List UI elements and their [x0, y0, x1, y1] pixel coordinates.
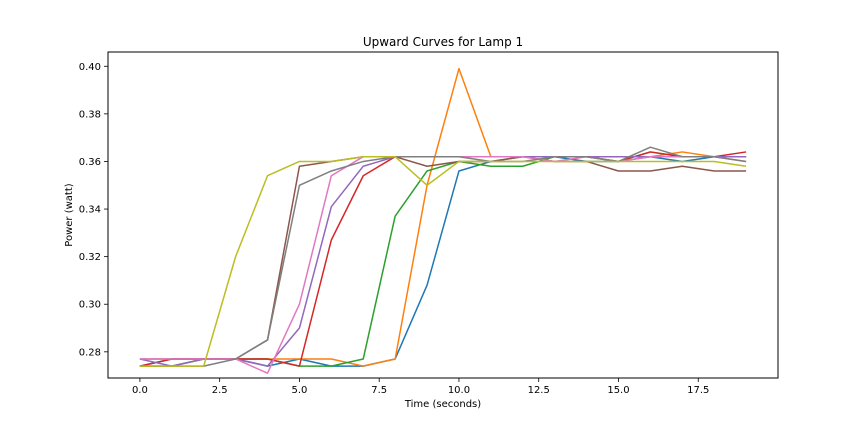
x-tick-label: 12.5 — [528, 385, 550, 396]
x-tick-label: 15.0 — [607, 385, 629, 396]
x-tick-label: 5.0 — [291, 385, 307, 396]
y-tick-label: 0.36 — [79, 157, 101, 168]
y-tick-label: 0.40 — [79, 62, 101, 73]
y-axis-label: Power (watt) — [64, 183, 75, 246]
series-line-9 — [139, 155, 747, 367]
x-axis-ticks: 0.0 2.5 5.0 7.5 10.0 12.5 15.0 17.5 — [132, 378, 709, 396]
x-tick-label: 10.0 — [448, 385, 470, 396]
plot-lines — [139, 67, 747, 374]
y-tick-label: 0.34 — [79, 205, 101, 216]
y-axis-ticks: 0.28 0.30 0.32 0.34 0.36 0.38 0.40 — [79, 62, 108, 358]
series-line-8 — [139, 146, 747, 367]
x-axis-label: Time (seconds) — [404, 399, 481, 410]
y-tick-label: 0.32 — [79, 252, 101, 263]
x-tick-label: 2.5 — [212, 385, 228, 396]
chart-title: Upward Curves for Lamp 1 — [363, 35, 523, 49]
plot-frame — [107, 51, 779, 379]
y-tick-label: 0.30 — [79, 300, 101, 311]
y-tick-label: 0.28 — [79, 347, 101, 358]
x-tick-label: 7.5 — [371, 385, 387, 396]
x-tick-label: 0.0 — [132, 385, 148, 396]
x-tick-label: 17.5 — [687, 385, 709, 396]
y-tick-label: 0.38 — [79, 109, 101, 120]
